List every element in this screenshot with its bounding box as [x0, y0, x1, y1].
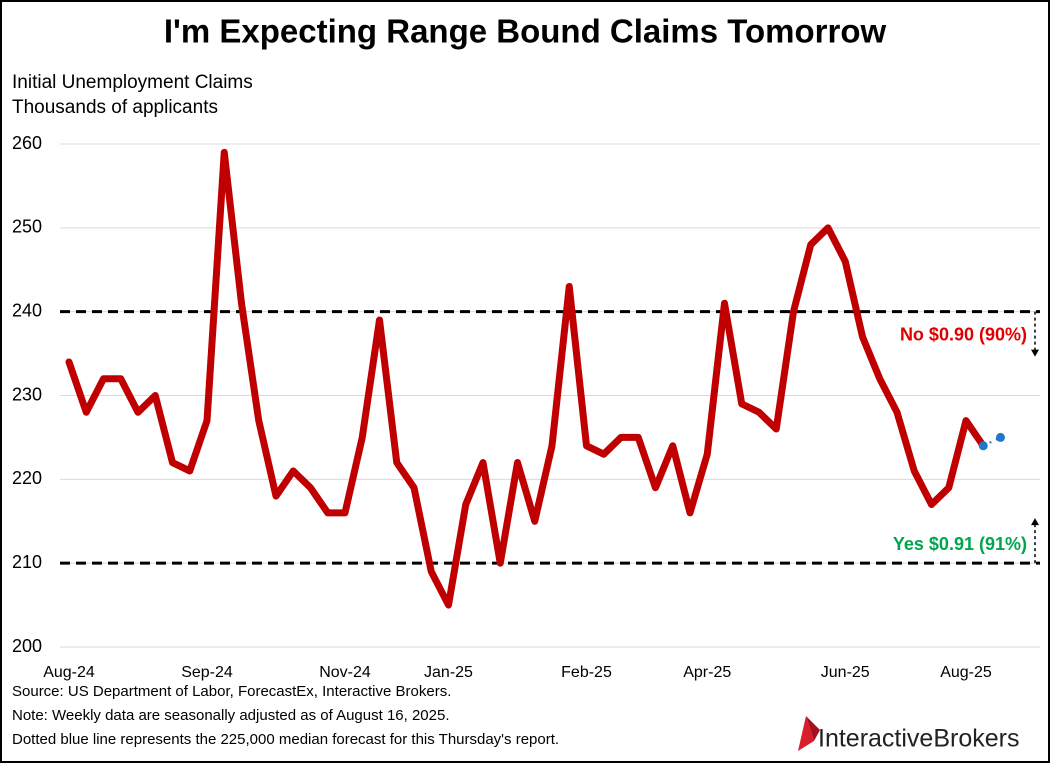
logo: InteractiveBrokers [818, 725, 1019, 753]
y-tick-label: 200 [12, 636, 42, 656]
arrow-head [1031, 349, 1039, 357]
y-tick-label: 220 [12, 468, 42, 488]
x-tick-label: Sep-24 [181, 664, 233, 681]
note: Dotted blue line represents the 225,000 … [12, 731, 559, 748]
forecast-point [996, 432, 1005, 442]
note: Source: US Department of Labor, Forecast… [12, 683, 451, 700]
y-tick-label: 250 [12, 217, 42, 237]
y-axis-label: Initial Unemployment Claims [12, 72, 253, 93]
x-tick-label: Jan-25 [424, 664, 473, 681]
y-tick-label: 210 [12, 552, 42, 572]
arrow-head [1031, 518, 1039, 526]
annotation: No $0.90 (90%) [900, 324, 1027, 344]
y-axis-label: Thousands of applicants [12, 97, 218, 118]
x-tick-label: Jun-25 [821, 664, 870, 681]
y-tick-label: 260 [12, 133, 42, 153]
chart-title: I'm Expecting Range Bound Claims Tomorro… [164, 13, 887, 50]
x-tick-label: Aug-25 [940, 664, 992, 681]
x-tick-label: Feb-25 [561, 664, 612, 681]
forecast-point [978, 441, 988, 451]
annotation: Yes $0.91 (91%) [893, 534, 1027, 554]
logo-icon [798, 716, 820, 751]
x-tick-label: Apr-25 [683, 664, 731, 681]
y-tick-label: 240 [12, 300, 42, 320]
x-tick-label: Aug-24 [43, 664, 95, 681]
data-line [65, 148, 987, 609]
y-tick-label: 230 [12, 384, 42, 404]
note: Note: Weekly data are seasonally adjuste… [12, 707, 450, 724]
x-tick-label: Nov-24 [319, 664, 371, 681]
